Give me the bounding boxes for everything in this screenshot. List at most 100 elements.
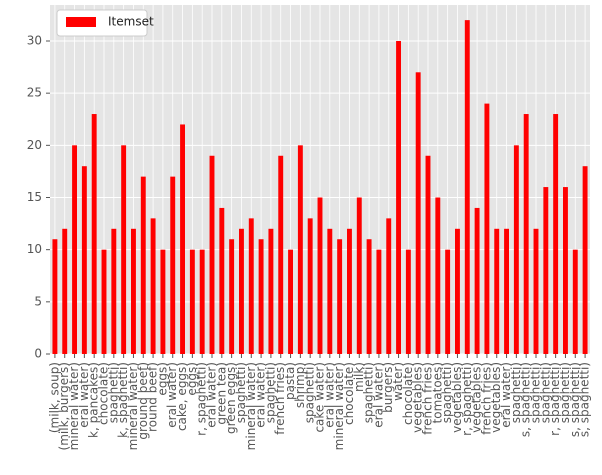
bar bbox=[327, 228, 333, 354]
bar bbox=[248, 218, 254, 354]
x-tick-label: r, spaghetti) bbox=[548, 362, 562, 436]
x-tick-label: eral water) bbox=[371, 362, 385, 428]
x-tick-label: tomatoes) bbox=[430, 362, 444, 423]
y-tick-label: 15 bbox=[27, 190, 42, 204]
x-tick-label: eral water) bbox=[205, 362, 219, 428]
bar bbox=[356, 197, 362, 354]
x-tick-label: mineral water) bbox=[126, 362, 140, 450]
x-tick-label: vegetables) bbox=[470, 362, 484, 433]
bar bbox=[494, 228, 500, 354]
bar bbox=[523, 114, 529, 354]
x-tick-label: mineral water) bbox=[67, 362, 81, 450]
y-tick-label: 5 bbox=[34, 294, 42, 308]
x-tick-label: spaghetti) bbox=[263, 362, 277, 423]
bar bbox=[425, 155, 431, 354]
bar bbox=[62, 228, 68, 354]
legend bbox=[56, 9, 148, 37]
x-tick-label: k, spaghetti) bbox=[116, 362, 130, 438]
bar bbox=[52, 239, 58, 354]
y-tick-label: 20 bbox=[27, 138, 42, 152]
x-tick-label: s, spaghetti) bbox=[568, 362, 582, 437]
x-tick-label: mineral water) bbox=[244, 362, 258, 450]
x-tick-label: spaghetti) bbox=[106, 362, 120, 423]
x-tick-label: eggs) bbox=[155, 362, 169, 396]
bar bbox=[199, 249, 205, 354]
x-tick-label: eral water) bbox=[322, 362, 336, 428]
x-tick-label: cake water) bbox=[313, 362, 327, 433]
x-tick-label: vegetables) bbox=[411, 362, 425, 433]
x-tick-label: (milk, soup) bbox=[47, 362, 61, 433]
bar bbox=[111, 228, 117, 354]
bar bbox=[219, 207, 225, 354]
x-tick-label: r, spaghetti) bbox=[195, 362, 209, 436]
x-tick-label: pasta) bbox=[283, 362, 297, 400]
bar bbox=[366, 239, 372, 354]
bar bbox=[180, 124, 185, 354]
bar bbox=[474, 207, 480, 354]
x-tick-label: eral water) bbox=[499, 362, 513, 428]
x-tick-label: ground beef) bbox=[136, 362, 150, 440]
bar bbox=[81, 166, 87, 354]
bar bbox=[543, 187, 549, 354]
x-tick-label: round beef) bbox=[146, 362, 160, 432]
bar bbox=[297, 145, 303, 354]
bar bbox=[91, 114, 97, 354]
x-tick-label: spaghetti) bbox=[538, 362, 552, 423]
x-tick-label: french fries) bbox=[421, 362, 435, 435]
legend-label: Itemset bbox=[108, 15, 154, 29]
x-tick-label: spaghetti) bbox=[558, 362, 572, 423]
bar bbox=[563, 187, 568, 354]
bar bbox=[484, 103, 490, 355]
x-tick-label: chocolate) bbox=[342, 362, 356, 425]
x-tick-label: eggs) bbox=[185, 362, 199, 396]
x-tick-label: cake, eggs) bbox=[175, 362, 189, 431]
x-tick-label: french fries) bbox=[479, 362, 493, 435]
x-tick-label: vegetables) bbox=[489, 362, 503, 433]
y-tick-label: 0 bbox=[34, 347, 42, 361]
bar bbox=[396, 40, 401, 354]
bar bbox=[131, 228, 136, 354]
x-tick-label: water) bbox=[391, 362, 405, 401]
bar bbox=[140, 176, 146, 354]
x-tick-label: spaghetti) bbox=[529, 362, 543, 423]
bar bbox=[72, 145, 77, 354]
x-tick-label: eral water) bbox=[254, 362, 268, 428]
bar bbox=[347, 228, 352, 354]
bar bbox=[513, 145, 519, 354]
bar bbox=[268, 228, 274, 354]
bar bbox=[170, 176, 176, 354]
x-tick-label: mineral water) bbox=[332, 362, 346, 450]
x-tick-label: eral water) bbox=[77, 362, 91, 428]
bar bbox=[435, 197, 441, 354]
bar bbox=[278, 155, 284, 354]
y-tick-label: 10 bbox=[27, 242, 42, 256]
bar bbox=[307, 218, 313, 354]
bar bbox=[386, 218, 392, 354]
bar bbox=[189, 249, 195, 354]
x-tick-label: spaghetti) bbox=[362, 362, 376, 423]
x-tick-label: (milk, burgers) bbox=[57, 362, 71, 450]
x-tick-label: spaghetti) bbox=[440, 362, 454, 423]
bar bbox=[150, 218, 156, 354]
x-tick-label: spaghetti) bbox=[303, 362, 317, 423]
x-tick-label: chocolate) bbox=[401, 362, 415, 425]
bar bbox=[553, 114, 559, 354]
x-tick-label: k, pancakes) bbox=[87, 362, 101, 438]
bar bbox=[572, 249, 578, 354]
x-tick-label: eral water) bbox=[165, 362, 179, 428]
x-tick-label: spaghetti) bbox=[234, 362, 248, 423]
bar bbox=[288, 249, 293, 354]
x-tick-label: s, spaghetti) bbox=[578, 362, 592, 437]
bar bbox=[415, 72, 421, 355]
bar bbox=[101, 249, 107, 354]
x-tick-label: spaghetti) bbox=[509, 362, 523, 423]
bar bbox=[239, 228, 244, 354]
x-tick-label: r, spaghetti) bbox=[460, 362, 474, 436]
x-tick-label: shrimp) bbox=[293, 362, 307, 408]
x-tick-label: chocolate) bbox=[97, 362, 111, 425]
x-tick-label: s, spaghetti) bbox=[519, 362, 533, 437]
x-tick-label: vegetables) bbox=[450, 362, 464, 433]
bar bbox=[229, 239, 235, 354]
x-tick-label: green eggs) bbox=[224, 362, 238, 434]
